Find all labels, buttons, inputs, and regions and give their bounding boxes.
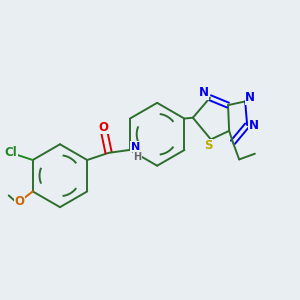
Text: N: N [199,86,209,99]
Text: H: H [133,152,141,162]
Text: N: N [245,92,255,104]
Text: N: N [130,142,140,152]
Text: S: S [204,139,213,152]
Text: O: O [98,121,109,134]
Text: N: N [248,119,259,132]
Text: Cl: Cl [4,146,17,159]
Text: O: O [14,195,24,208]
